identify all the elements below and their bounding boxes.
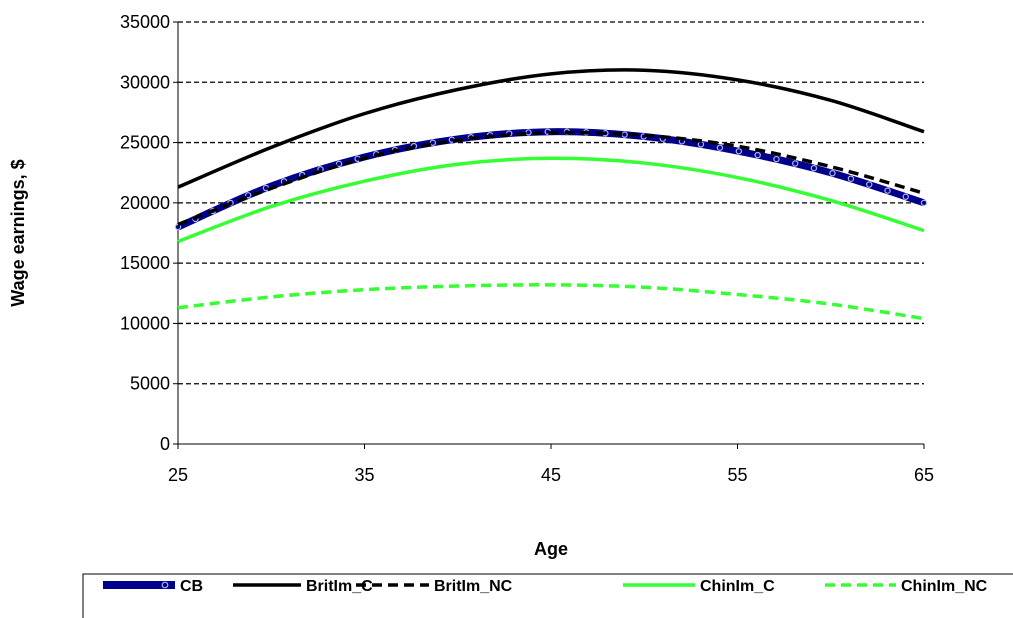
series-line-chinim-nc bbox=[177, 283, 925, 321]
x-tick-label-35: 35 bbox=[354, 465, 374, 485]
legend-label-britim-c: BritIm_C bbox=[306, 578, 373, 595]
legend-label-chinim-c: ChinIm_C bbox=[700, 578, 775, 595]
series-marker-cb bbox=[621, 131, 628, 138]
series-marker-cb bbox=[847, 175, 855, 182]
tick-labels: 0 5000 10000 15000 20000 25000 30000 35000 25 35 4… bbox=[120, 12, 934, 485]
gridlines bbox=[178, 21, 924, 385]
y-tick-label-10000: 10000 bbox=[120, 313, 170, 333]
series-marker-cb bbox=[884, 187, 891, 194]
axes bbox=[173, 21, 925, 449]
x-tick-label-45: 45 bbox=[541, 465, 561, 485]
legend-label-cb: CB bbox=[180, 578, 203, 595]
series-marker-cb bbox=[735, 148, 743, 155]
x-tick-label-65: 65 bbox=[914, 465, 934, 485]
series-marker-cb bbox=[335, 160, 343, 168]
series-marker-cb bbox=[754, 151, 761, 159]
series-marker-cb bbox=[866, 181, 873, 188]
series-marker-cb bbox=[810, 164, 818, 172]
series-marker-cb bbox=[716, 144, 724, 151]
series-line-britim-nc bbox=[177, 130, 925, 227]
series-line-cb bbox=[176, 128, 926, 231]
legend-label-chinim-nc: ChinIm_NC bbox=[901, 578, 988, 595]
series-marker-cb bbox=[829, 169, 836, 177]
x-axis-title: Age bbox=[534, 539, 568, 559]
y-tick-label-0: 0 bbox=[160, 434, 170, 454]
series-marker-cb bbox=[920, 199, 928, 207]
x-tick-label-55: 55 bbox=[727, 465, 747, 485]
y-tick-label-35000: 35000 bbox=[120, 12, 170, 32]
y-tick-label-5000: 5000 bbox=[130, 374, 170, 394]
y-tick-label-15000: 15000 bbox=[120, 253, 170, 273]
y-axis-title: Wage earnings, $ bbox=[8, 159, 28, 306]
legend-label-britim-nc: BritIm_NC bbox=[434, 578, 513, 595]
legend-marker-cb bbox=[161, 581, 169, 589]
series-marker-cb bbox=[773, 155, 780, 163]
y-tick-label-20000: 20000 bbox=[120, 193, 170, 213]
series-marker-cb bbox=[244, 192, 252, 199]
y-tick-label-25000: 25000 bbox=[120, 133, 170, 153]
legend-box bbox=[82, 573, 1013, 618]
y-tick-label-30000: 30000 bbox=[120, 72, 170, 92]
series-marker-cb bbox=[525, 129, 532, 136]
series-marker-cb bbox=[792, 160, 799, 167]
series-marker-cb bbox=[902, 193, 909, 200]
series-lines bbox=[174, 68, 928, 321]
x-tick-label-25: 25 bbox=[168, 465, 188, 485]
series-line-chinim-c bbox=[177, 156, 925, 244]
series-line-britim-c bbox=[177, 68, 925, 189]
legend: CB BritIm_C BritIm_NC ChinIm_C ChinIm_NC bbox=[103, 578, 988, 595]
